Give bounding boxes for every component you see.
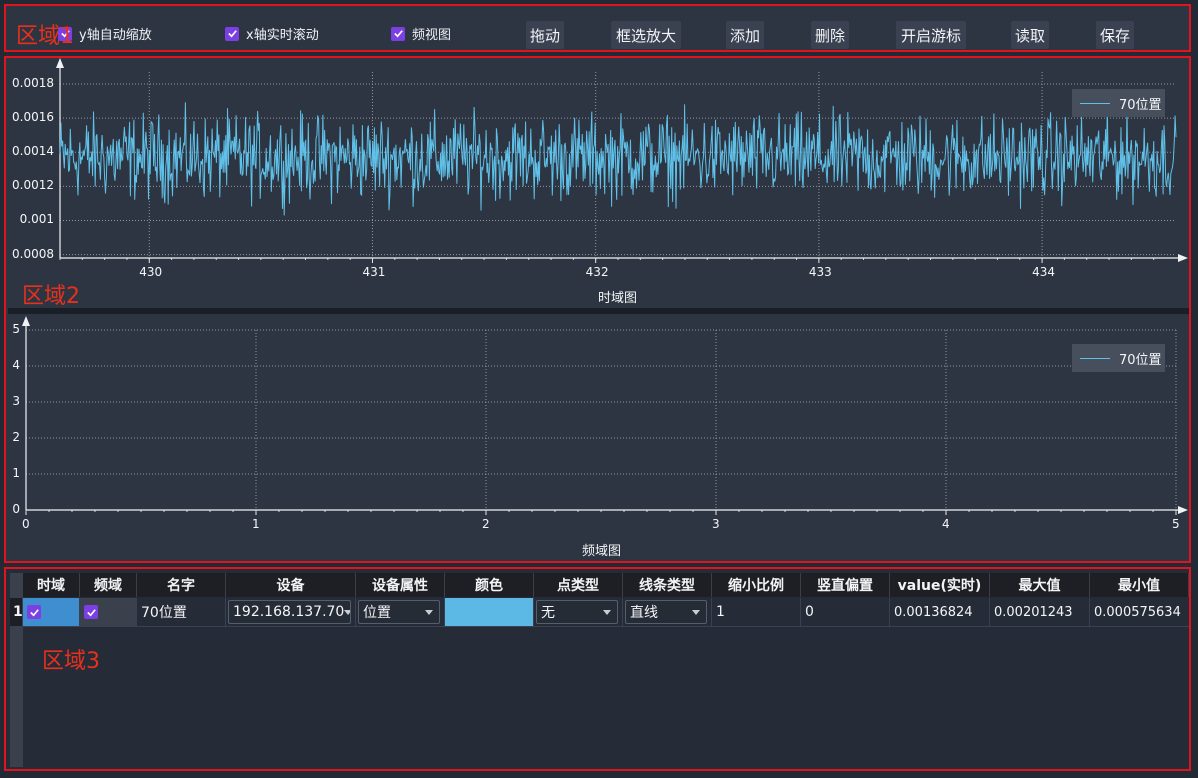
device-value: 192.168.137.70	[233, 604, 345, 620]
col-header-freq[interactable]: 频域	[80, 573, 137, 597]
y-tick-label: 3	[12, 394, 20, 408]
drag-button[interactable]: 拖动	[526, 21, 564, 49]
chart-divider	[8, 308, 1189, 314]
toolbar-region: y轴自动缩放 x轴实时滚动 频视图 拖动 框选放大 添加 删除 开启游标 读取 …	[4, 4, 1191, 52]
checkbox-label: y轴自动缩放	[79, 28, 152, 43]
x-tick-label: 430	[139, 265, 163, 279]
chevron-down-icon	[603, 609, 611, 615]
x-scroll-checkbox[interactable]: x轴实时滚动	[225, 24, 319, 43]
legend-label: 70位置	[1119, 97, 1162, 113]
time-chart-legend: 70位置	[1072, 89, 1165, 117]
checkbox-checked-icon	[225, 26, 239, 41]
box-zoom-button[interactable]: 框选放大	[611, 21, 681, 49]
x-tick-label: 5	[1172, 517, 1180, 531]
col-header-offset[interactable]: 竖直偏置	[801, 573, 890, 597]
col-header-attribute[interactable]: 设备属性	[356, 573, 445, 597]
x-tick-label: 433	[808, 265, 832, 279]
y-axis-arrow-icon	[56, 58, 64, 68]
row-divider	[23, 626, 1189, 627]
col-header-line-type[interactable]: 线条类型	[623, 573, 712, 597]
read-button[interactable]: 读取	[1011, 21, 1049, 49]
line-type-value: 直线	[630, 605, 658, 621]
chevron-down-icon	[692, 609, 700, 615]
checkbox-checked-icon	[27, 605, 41, 619]
legend-line-icon	[1080, 102, 1110, 104]
series-line-70位置	[59, 102, 1177, 216]
col-header-name[interactable]: 名字	[137, 573, 226, 597]
freq-chart-legend: 70位置	[1072, 344, 1165, 372]
y-tick-label: 5	[12, 322, 20, 336]
col-header-scale[interactable]: 缩小比例	[712, 573, 801, 597]
point-type-select[interactable]: 无	[534, 598, 623, 626]
x-tick-label: 434	[1032, 265, 1055, 279]
y-autoscale-checkbox[interactable]: y轴自动缩放	[58, 24, 152, 43]
max-cell: 0.00201243	[990, 598, 1090, 626]
line-type-select[interactable]: 直线	[623, 598, 712, 626]
legend-line-icon	[1080, 357, 1110, 359]
checkbox-label: x轴实时滚动	[246, 28, 319, 43]
scale-cell[interactable]: 1	[712, 598, 801, 626]
time-chart-xlabel: 时域图	[598, 291, 638, 306]
freq-domain-chart[interactable]	[6, 314, 1189, 564]
chevron-down-icon	[425, 609, 433, 615]
y-tick-label: 0.0018	[12, 75, 54, 90]
x-tick-label: 4	[942, 517, 950, 531]
x-tick-label: 3	[712, 517, 720, 531]
x-tick-label: 1	[252, 517, 260, 531]
y-axis-arrow-icon	[22, 316, 30, 326]
chevron-down-icon	[344, 609, 350, 615]
y-tick-label: 0	[12, 502, 20, 516]
x-tick-label: 0	[22, 517, 30, 531]
add-button[interactable]: 添加	[726, 21, 764, 49]
plots-region: 时域图 70位置 频域图 70位置 430 431 432 433 434 0.0008 0…	[4, 56, 1191, 563]
series-table-region: 时域 频域 名字 设备 设备属性 颜色 点类型 线条类型 缩小比例 竖直偏置 v…	[4, 567, 1191, 771]
y-tick-label: 2	[12, 430, 20, 444]
attribute-select[interactable]: 位置	[356, 598, 445, 626]
y-tick-label: 0.0012	[12, 178, 54, 193]
col-header-max[interactable]: 最大值	[990, 573, 1090, 597]
save-button[interactable]: 保存	[1096, 21, 1134, 49]
y-tick-label: 0.0008	[12, 246, 54, 261]
checkbox-checked-icon	[58, 26, 72, 41]
col-header-color[interactable]: 颜色	[445, 573, 534, 597]
y-tick-label: 0.0014	[12, 144, 54, 159]
x-tick-label: 431	[362, 265, 386, 279]
checkbox-label: 频视图	[412, 28, 452, 43]
y-tick-label: 1	[12, 466, 20, 480]
region-label-3: 区域3	[42, 649, 100, 674]
series-name-cell[interactable]: 70位置	[137, 598, 226, 626]
cursor-button[interactable]: 开启游标	[896, 21, 966, 49]
x-axis-arrow-icon	[1178, 506, 1188, 514]
y-tick-label: 4	[12, 358, 20, 372]
y-tick-label: 0.001	[19, 212, 54, 227]
time-domain-checkbox[interactable]	[23, 598, 80, 626]
region-label-1: 区域1	[16, 24, 74, 49]
x-tick-label: 432	[585, 265, 609, 279]
color-swatch[interactable]	[445, 598, 534, 626]
checkbox-checked-icon	[391, 26, 405, 41]
freq-domain-checkbox[interactable]	[80, 598, 137, 626]
row-index: 1	[10, 598, 23, 626]
legend-label: 70位置	[1119, 352, 1162, 368]
delete-button[interactable]: 删除	[811, 21, 849, 49]
offset-cell[interactable]: 0	[801, 598, 890, 626]
point-type-value: 无	[541, 605, 555, 621]
checkbox-checked-icon	[84, 605, 98, 619]
freq-view-checkbox[interactable]: 频视图	[391, 24, 451, 43]
time-domain-chart[interactable]	[6, 58, 1189, 306]
x-tick-label: 2	[482, 517, 490, 531]
y-tick-label: 0.0016	[12, 110, 54, 125]
value-cell: 0.00136824	[890, 598, 990, 626]
col-header-point-type[interactable]: 点类型	[534, 573, 623, 597]
col-header-min[interactable]: 最小值	[1090, 573, 1189, 597]
freq-chart-xlabel: 频域图	[582, 544, 622, 559]
min-cell: 0.000575634	[1094, 604, 1181, 620]
col-header-time[interactable]: 时域	[23, 573, 80, 597]
x-axis-arrow-icon	[1178, 254, 1188, 262]
region-label-2: 区域2	[22, 284, 80, 309]
col-header-device[interactable]: 设备	[226, 573, 356, 597]
attribute-value: 位置	[363, 605, 391, 621]
col-header-value[interactable]: value(实时)	[890, 573, 990, 597]
device-select[interactable]: 192.168.137.70	[226, 598, 356, 626]
